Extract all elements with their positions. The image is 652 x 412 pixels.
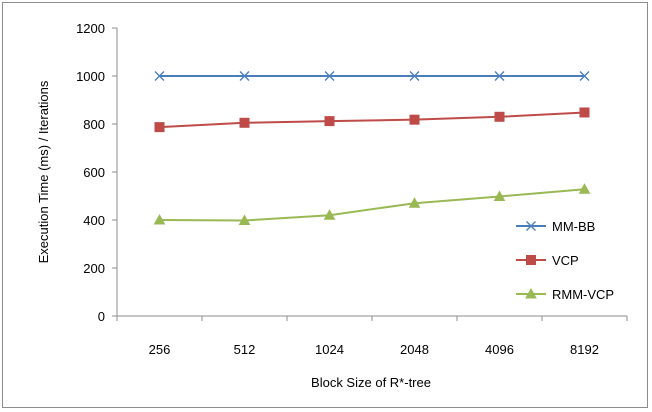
data-point-rmm-vcp bbox=[153, 213, 166, 225]
x-tick-label: 2048 bbox=[400, 342, 429, 357]
data-point-vcp bbox=[154, 122, 165, 133]
data-point-vcp bbox=[324, 116, 335, 127]
data-point-mm-bb bbox=[239, 71, 250, 81]
legend-item-mm-bb: MM-BB bbox=[516, 219, 595, 234]
data-point-mm-bb bbox=[494, 71, 505, 81]
data-point-vcp bbox=[579, 107, 590, 118]
x-tick-label: 512 bbox=[234, 342, 256, 357]
legend-label: RMM-VCP bbox=[552, 287, 614, 302]
y-axis-title: Execution Time (ms) / Iterations bbox=[36, 80, 51, 263]
legend-marker bbox=[526, 255, 536, 265]
x-axis-title: Block Size of R*-tree bbox=[311, 375, 431, 390]
y-tick-label: 200 bbox=[83, 261, 105, 276]
legend-marker bbox=[526, 221, 536, 231]
data-point-mm-bb bbox=[409, 71, 420, 81]
legend: MM-BB VCP RMM-VCP bbox=[516, 219, 614, 302]
data-point-rmm-vcp bbox=[238, 214, 251, 225]
axes: 0 200 400 600 800 1000 1200 256 512 1024 2048 4096 8… bbox=[76, 21, 628, 357]
chart-area bbox=[2, 2, 648, 408]
data-point-mm-bb bbox=[579, 71, 590, 81]
x-tick-label: 4096 bbox=[485, 342, 514, 357]
legend-label: VCP bbox=[552, 253, 579, 268]
series-layer bbox=[153, 71, 591, 225]
data-point-vcp bbox=[409, 114, 420, 125]
data-point-vcp bbox=[239, 117, 250, 128]
y-tick-label: 800 bbox=[83, 117, 105, 132]
x-tick-label: 1024 bbox=[315, 342, 344, 357]
x-tick-label: 256 bbox=[149, 342, 171, 357]
data-point-rmm-vcp bbox=[578, 183, 591, 194]
legend-marker bbox=[525, 287, 537, 299]
x-tick-label: 8192 bbox=[570, 342, 599, 357]
y-tick-label: 1000 bbox=[76, 69, 105, 84]
y-tick-label: 400 bbox=[83, 213, 105, 228]
legend-label: MM-BB bbox=[552, 219, 595, 234]
data-point-rmm-vcp bbox=[323, 209, 336, 220]
series-line-vcp bbox=[159, 111, 585, 129]
data-point-rmm-vcp bbox=[408, 197, 421, 208]
data-point-rmm-vcp bbox=[493, 190, 506, 201]
legend-item-rmm-vcp: RMM-VCP bbox=[516, 287, 614, 302]
data-point-vcp bbox=[494, 111, 505, 122]
legend-item-vcp: VCP bbox=[516, 253, 579, 268]
y-tick-label: 600 bbox=[83, 165, 105, 180]
data-point-mm-bb bbox=[324, 71, 335, 81]
y-tick-label: 0 bbox=[98, 309, 105, 324]
y-tick-label: 1200 bbox=[76, 21, 105, 36]
series-line-rmm-vcp bbox=[159, 188, 585, 222]
data-point-mm-bb bbox=[154, 71, 165, 81]
